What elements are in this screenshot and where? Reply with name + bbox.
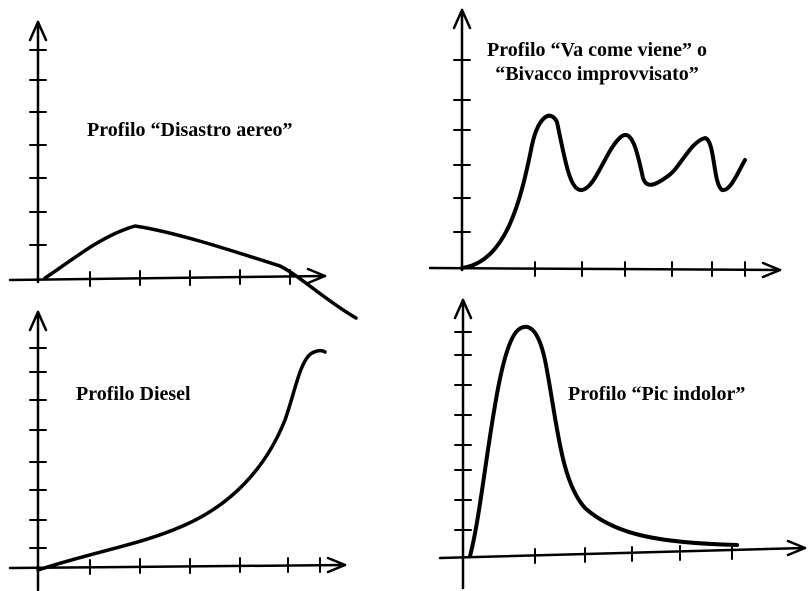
panel-bottom-left (8, 310, 347, 591)
title-disastro-aereo: Profilo “Disastro aereo” (87, 119, 293, 141)
curve-va-come-viene (460, 113, 747, 270)
axes-top-right (428, 8, 782, 279)
title-va-come-viene: Profilo “Va come viene” o “Bivacco impro… (487, 38, 707, 86)
title-pic-indolor: Profilo “Pic indolor” (568, 383, 746, 405)
title-va-come-viene-line2: “Bivacco improvvisato” (495, 63, 699, 85)
panel-top-right (428, 8, 782, 279)
curve-diesel (36, 348, 327, 572)
title-va-come-viene-line1: Profilo “Va come viene” o (487, 39, 707, 61)
panel-bottom-right (438, 298, 807, 590)
axes-bottom-right (438, 298, 807, 590)
title-diesel: Profilo Diesel (76, 383, 191, 405)
curve-disastro-aereo (43, 224, 358, 320)
axes-top-left (8, 20, 327, 287)
axes-bottom-left (8, 310, 347, 591)
curve-pic-indolor (468, 324, 739, 558)
panel-top-left (8, 20, 358, 320)
